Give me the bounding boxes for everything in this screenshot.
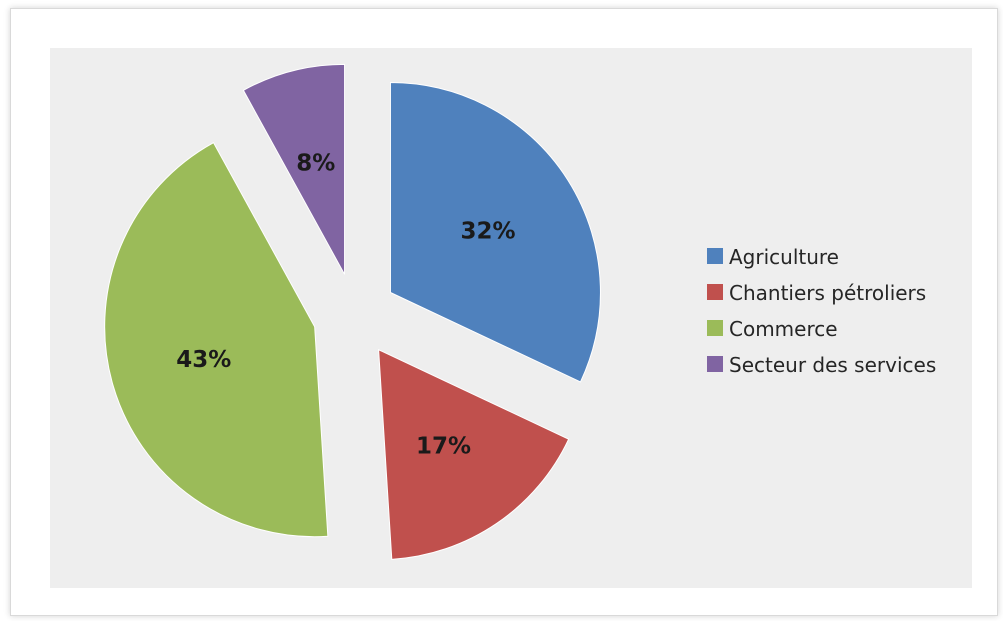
pie-slice-agriculture (389, 81, 601, 383)
legend-label: Commerce (729, 317, 838, 341)
data-label-chantiers-p-troliers: 17% (416, 433, 471, 459)
pie-slice-commerce (104, 142, 329, 538)
pie-slice-secteur-des-services (242, 63, 346, 275)
legend-label: Agriculture (729, 245, 839, 269)
legend-item-secteur-des-services: Secteur des services (707, 353, 936, 377)
legend-item-agriculture: Agriculture (707, 245, 839, 269)
pie-slices (104, 63, 601, 560)
legend-swatch (707, 284, 723, 300)
legend-item-commerce: Commerce (707, 317, 838, 341)
legend: Agriculture Chantiers pétroliers Commerce S… (707, 245, 936, 377)
pie-slice-chantiers-p-troliers (378, 348, 570, 560)
data-label-commerce: 43% (176, 347, 231, 373)
legend-label: Secteur des services (729, 353, 936, 377)
legend-swatch (707, 320, 723, 336)
data-label-agriculture: 32% (460, 219, 515, 245)
pie-data-labels: 32% 17% 43% 8% (176, 150, 515, 459)
legend-label: Chantiers pétroliers (729, 281, 926, 305)
legend-swatch (707, 356, 723, 372)
legend-swatch (707, 248, 723, 264)
data-label-secteur-des-services: 8% (296, 150, 335, 176)
legend-item-chantiers-p-troliers: Chantiers pétroliers (707, 281, 926, 305)
